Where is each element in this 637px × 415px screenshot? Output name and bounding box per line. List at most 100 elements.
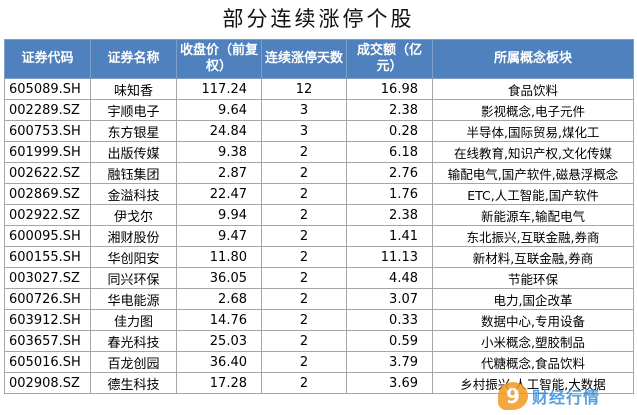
cell-security-name: 华电能源 [90, 288, 177, 310]
cell-security-code: 603912.SH [4, 309, 91, 331]
table-row: 601999.SH 出版传媒 9.38 2 6.18 在线教育,知识产权,文化传媒 [4, 141, 634, 163]
table-row: 600095.SH 湘财股份 9.47 2 1.41 东北振兴,互联金融,券商 [4, 225, 634, 247]
table-row: 605089.SH 味知香 117.24 12 16.98 食品饮料 [4, 78, 634, 100]
table-row: 605016.SH 百龙创园 36.40 2 3.79 代糖概念,食品饮料 [4, 351, 634, 373]
cell-security-code: 002869.SZ [4, 183, 91, 205]
cell-turnover: 0.28 [346, 120, 433, 142]
table-row: 002289.SZ 宇顺电子 9.64 3 2.38 影视概念,电子元件 [4, 99, 634, 121]
table-row: 002908.SZ 德生科技 17.28 2 3.69 乡村振兴,人工智能,大数据 [4, 372, 634, 394]
cell-security-name: 味知香 [90, 78, 177, 100]
cell-turnover: 4.48 [346, 267, 433, 289]
cell-concept-sector: 影视概念,电子元件 [432, 99, 634, 121]
cell-limit-up-days: 2 [261, 225, 347, 247]
limit-up-stocks-table: 证券代码 证券名称 收盘价（前复权） 连续涨停天数 成交额（亿元） 所属概念板块… [4, 39, 634, 394]
cell-close-price: 2.68 [176, 288, 262, 310]
cell-turnover: 2.38 [346, 99, 433, 121]
cell-security-code: 600155.SH [4, 246, 91, 268]
cell-turnover: 3.07 [346, 288, 433, 310]
header-limit-up-days: 连续涨停天数 [261, 39, 347, 79]
cell-security-name: 德生科技 [90, 372, 177, 394]
table-header-row: 证券代码 证券名称 收盘价（前复权） 连续涨停天数 成交额（亿元） 所属概念板块 [4, 39, 634, 79]
cell-limit-up-days: 2 [261, 162, 347, 184]
table-row: 003027.SZ 同兴环保 36.05 2 4.48 节能环保 [4, 267, 634, 289]
cell-concept-sector: 在线教育,知识产权,文化传媒 [432, 141, 634, 163]
table-row: 002922.SZ 伊戈尔 9.94 2 2.38 新能源车,输配电气 [4, 204, 634, 226]
table-row: 603912.SH 佳力图 14.76 2 0.33 数据中心,专用设备 [4, 309, 634, 331]
cell-concept-sector: 半导体,国际贸易,煤化工 [432, 120, 634, 142]
cell-close-price: 17.28 [176, 372, 262, 394]
cell-concept-sector: 新材料,互联金融,券商 [432, 246, 634, 268]
cell-turnover: 1.76 [346, 183, 433, 205]
cell-security-code: 003027.SZ [4, 267, 91, 289]
cell-limit-up-days: 2 [261, 183, 347, 205]
cell-security-code: 002922.SZ [4, 204, 91, 226]
table-row: 600753.SH 东方银星 24.84 3 0.28 半导体,国际贸易,煤化工 [4, 120, 634, 142]
cell-concept-sector: 新能源车,输配电气 [432, 204, 634, 226]
cell-close-price: 9.38 [176, 141, 262, 163]
cell-concept-sector: 输配电气,国产软件,磁悬浮概念 [432, 162, 634, 184]
cell-limit-up-days: 2 [261, 351, 347, 373]
cell-security-code: 605089.SH [4, 78, 91, 100]
cell-turnover: 0.59 [346, 330, 433, 352]
cell-security-name: 出版传媒 [90, 141, 177, 163]
cell-security-name: 金溢科技 [90, 183, 177, 205]
cell-concept-sector: 小米概念,塑胶制品 [432, 330, 634, 352]
cell-limit-up-days: 12 [261, 78, 347, 100]
cell-turnover: 0.33 [346, 309, 433, 331]
cell-concept-sector: 代糖概念,食品饮料 [432, 351, 634, 373]
cell-security-name: 佳力图 [90, 309, 177, 331]
cell-close-price: 24.84 [176, 120, 262, 142]
header-turnover: 成交额（亿元） [346, 39, 433, 79]
cell-security-name: 华创阳安 [90, 246, 177, 268]
cell-security-code: 600753.SH [4, 120, 91, 142]
cell-turnover: 3.79 [346, 351, 433, 373]
table-row: 002622.SZ 融钰集团 2.87 2 2.76 输配电气,国产软件,磁悬浮概念 [4, 162, 634, 184]
cell-concept-sector: 电力,国企改革 [432, 288, 634, 310]
cell-security-code: 601999.SH [4, 141, 91, 163]
table-row: 600726.SH 华电能源 2.68 2 3.07 电力,国企改革 [4, 288, 634, 310]
cell-close-price: 25.03 [176, 330, 262, 352]
cell-close-price: 9.64 [176, 99, 262, 121]
cell-limit-up-days: 3 [261, 99, 347, 121]
cell-turnover: 16.98 [346, 78, 433, 100]
cell-turnover: 3.69 [346, 372, 433, 394]
cell-limit-up-days: 2 [261, 372, 347, 394]
cell-security-name: 伊戈尔 [90, 204, 177, 226]
cell-close-price: 11.80 [176, 246, 262, 268]
cell-close-price: 22.47 [176, 183, 262, 205]
cell-limit-up-days: 2 [261, 288, 347, 310]
cell-security-code: 600095.SH [4, 225, 91, 247]
cell-security-name: 百龙创园 [90, 351, 177, 373]
cell-close-price: 36.40 [176, 351, 262, 373]
cell-limit-up-days: 2 [261, 141, 347, 163]
cell-close-price: 36.05 [176, 267, 262, 289]
cell-concept-sector: ETC,人工智能,国产软件 [432, 183, 634, 205]
cell-security-name: 东方银星 [90, 120, 177, 142]
cell-concept-sector: 节能环保 [432, 267, 634, 289]
cell-close-price: 14.76 [176, 309, 262, 331]
cell-turnover: 2.76 [346, 162, 433, 184]
cell-security-code: 002622.SZ [4, 162, 91, 184]
cell-close-price: 117.24 [176, 78, 262, 100]
cell-security-name: 融钰集团 [90, 162, 177, 184]
header-security-name: 证券名称 [90, 39, 177, 79]
table-row: 600155.SH 华创阳安 11.80 2 11.13 新材料,互联金融,券商 [4, 246, 634, 268]
header-concept-sector: 所属概念板块 [432, 39, 634, 79]
cell-security-code: 603657.SH [4, 330, 91, 352]
cell-concept-sector: 数据中心,专用设备 [432, 309, 634, 331]
cell-security-code: 600726.SH [4, 288, 91, 310]
table-row: 603657.SH 春光科技 25.03 2 0.59 小米概念,塑胶制品 [4, 330, 634, 352]
cell-security-code: 002289.SZ [4, 99, 91, 121]
cell-security-code: 605016.SH [4, 351, 91, 373]
cell-limit-up-days: 2 [261, 246, 347, 268]
cell-security-name: 湘财股份 [90, 225, 177, 247]
header-security-code: 证券代码 [4, 39, 91, 79]
table-row: 002869.SZ 金溢科技 22.47 2 1.76 ETC,人工智能,国产软件 [4, 183, 634, 205]
cell-security-name: 同兴环保 [90, 267, 177, 289]
cell-limit-up-days: 2 [261, 330, 347, 352]
cell-close-price: 2.87 [176, 162, 262, 184]
cell-concept-sector: 食品饮料 [432, 78, 634, 100]
cell-limit-up-days: 2 [261, 267, 347, 289]
cell-security-code: 002908.SZ [4, 372, 91, 394]
cell-close-price: 9.47 [176, 225, 262, 247]
